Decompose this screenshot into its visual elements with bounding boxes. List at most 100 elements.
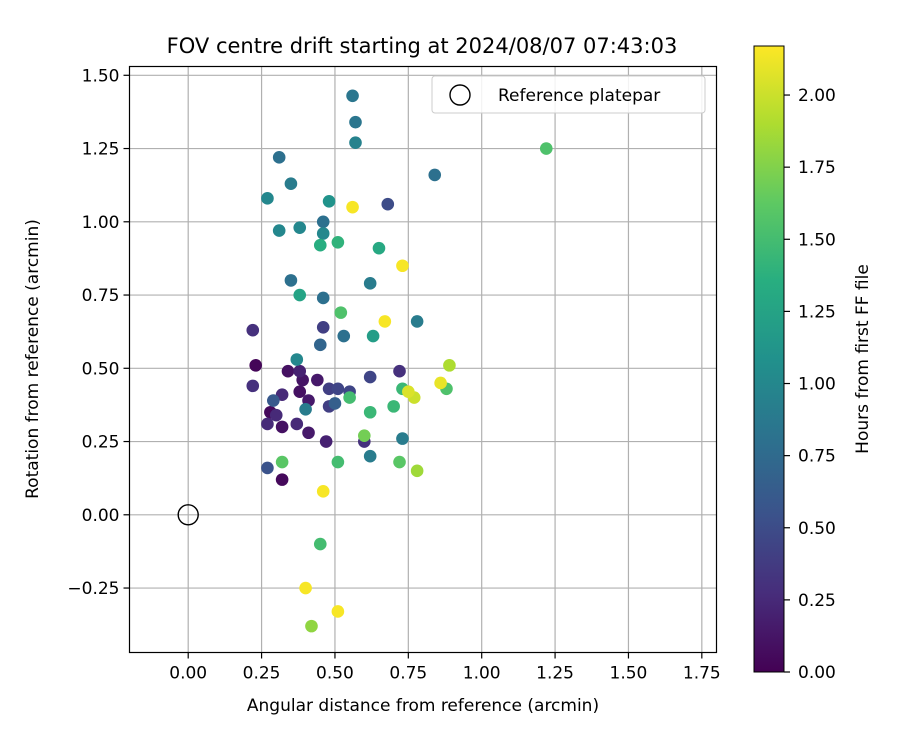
data-point (363, 277, 377, 290)
data-point (372, 241, 386, 255)
colorbar: 0.00 0.25 0.50 0.75 1.00 1.25 1.50 1.75 2.00 Hou… (753, 45, 873, 683)
data-point (302, 426, 315, 440)
data-point (316, 320, 330, 334)
data-point (299, 403, 312, 416)
data-point (293, 385, 307, 399)
x-tick-label: 1.50 (610, 664, 648, 684)
data-point (272, 151, 286, 164)
colorbar-label: Hours from first FF file (853, 264, 873, 454)
data-point (393, 455, 406, 469)
data-point (337, 329, 351, 343)
data-point (284, 274, 298, 287)
data-point (316, 485, 330, 498)
x-tick-label: 1.25 (536, 664, 574, 684)
data-point (246, 379, 260, 393)
data-point (443, 359, 456, 372)
data-point (428, 168, 442, 182)
data-point (387, 400, 400, 413)
data-point (346, 200, 359, 214)
data-points (246, 89, 553, 633)
data-point (322, 194, 336, 208)
data-point (363, 405, 377, 419)
data-point (281, 364, 295, 378)
chart-title: FOV centre drift starting at 2024/08/07 … (167, 34, 678, 58)
legend-marker-icon (449, 84, 471, 106)
data-point (261, 192, 274, 205)
data-point (396, 432, 409, 445)
reference-marker-group (177, 504, 199, 526)
x-tick-label: 0.00 (169, 664, 207, 684)
colorbar-tick-label: 1.75 (798, 158, 836, 178)
y-tick-label: 1.50 (82, 66, 120, 86)
y-tick-label: 1.25 (82, 140, 120, 160)
data-point (261, 417, 274, 431)
data-point (275, 420, 289, 434)
colorbar-gradient (753, 45, 785, 673)
data-point (316, 215, 330, 229)
data-point (299, 581, 312, 595)
colorbar-tick-label: 1.00 (798, 375, 836, 395)
data-point (331, 605, 345, 618)
colorbar-tick-label: 0.75 (798, 447, 836, 467)
data-point (275, 473, 289, 486)
y-tick-label: 0.25 (82, 433, 120, 453)
grid-lines (129, 66, 717, 653)
x-axis-label: Angular distance from reference (arcmin) (247, 696, 599, 716)
data-point (322, 382, 336, 396)
data-point (275, 455, 289, 469)
data-point (410, 464, 424, 478)
data-point (393, 364, 406, 378)
data-point (346, 89, 359, 103)
data-point (328, 397, 342, 410)
colorbar-tick-label: 0.25 (798, 591, 836, 611)
data-point (331, 455, 345, 469)
data-point (402, 385, 415, 399)
reference-platepar-marker (177, 504, 199, 526)
data-point (410, 315, 424, 328)
data-point (316, 291, 330, 305)
colorbar-tick-label: 1.25 (798, 302, 836, 322)
data-point (343, 391, 356, 404)
legend: Reference platepar (431, 75, 706, 114)
legend-box (431, 75, 706, 114)
data-point (313, 537, 327, 551)
data-point (316, 227, 330, 240)
data-point (272, 224, 286, 237)
x-axis-ticks: 0.00 0.25 0.50 0.75 1.00 1.25 1.50 1.75 (169, 652, 721, 684)
y-tick-label: −0.25 (67, 579, 119, 599)
y-tick-label: 0.75 (82, 286, 120, 306)
x-tick-label: 1.00 (463, 664, 501, 684)
data-point (539, 142, 553, 155)
data-point (434, 376, 447, 390)
colorbar-ticks: 0.00 0.25 0.50 0.75 1.00 1.25 1.50 1.75 2.00 (784, 86, 836, 683)
y-tick-label: 0.00 (82, 506, 120, 526)
x-tick-label: 0.25 (243, 664, 281, 684)
data-point (319, 435, 333, 448)
data-point (349, 136, 362, 149)
data-point (290, 353, 304, 366)
y-tick-label: 0.50 (82, 359, 120, 379)
data-point (313, 238, 327, 252)
colorbar-tick-label: 0.00 (798, 663, 836, 683)
data-point (331, 236, 345, 249)
data-point (293, 221, 307, 234)
data-point (331, 382, 345, 396)
data-point (311, 373, 324, 387)
data-point (284, 177, 298, 190)
colorbar-tick-label: 1.50 (798, 230, 836, 250)
data-point (349, 115, 362, 129)
data-point (261, 461, 274, 475)
data-point (381, 197, 395, 211)
data-point (334, 306, 348, 319)
data-point (246, 323, 260, 337)
y-tick-label: 1.00 (82, 213, 120, 233)
plot-frame (128, 65, 718, 654)
colorbar-tick-label: 2.00 (798, 86, 836, 106)
legend-label: Reference platepar (498, 86, 660, 106)
data-point (358, 429, 371, 442)
data-point (363, 449, 377, 463)
y-axis-ticks: −0.25 0.00 0.25 0.50 0.75 1.00 1.25 1.50 (67, 66, 130, 599)
data-point (249, 359, 263, 372)
colorbar-tick-label: 0.50 (798, 519, 836, 539)
